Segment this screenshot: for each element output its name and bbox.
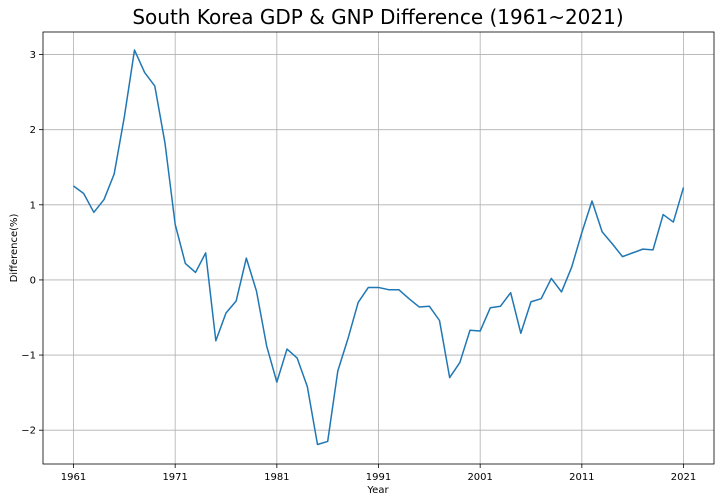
y-tick-label: 3: [30, 50, 36, 61]
chart-title: South Korea GDP & GNP Difference (1961~2…: [132, 5, 623, 29]
series-line-difference: [73, 49, 685, 446]
y-tick-label: −1: [21, 351, 36, 362]
x-tick-label: 2001: [467, 472, 492, 483]
y-tick-label: −2: [21, 426, 36, 437]
grid-layer: [43, 32, 714, 464]
y-tick-label: 1: [30, 200, 36, 211]
x-tick-label: 2011: [569, 472, 594, 483]
x-axis-label: Year: [366, 485, 389, 496]
ticks-layer: 1961 1971 1981 1991 2001 2011 2021 −2 −1 0 1 2 3: [21, 50, 696, 483]
x-tick-label: 2021: [671, 472, 696, 483]
y-tick-label: 0: [30, 275, 36, 286]
y-axis-label: Difference(%): [9, 213, 20, 282]
series-layer: [73, 49, 685, 446]
x-tick-label: 1981: [264, 472, 289, 483]
x-tick-label: 1991: [366, 472, 391, 483]
y-tick-label: 2: [30, 125, 36, 136]
x-tick-label: 1971: [162, 472, 187, 483]
x-tick-label: 1961: [61, 472, 86, 483]
